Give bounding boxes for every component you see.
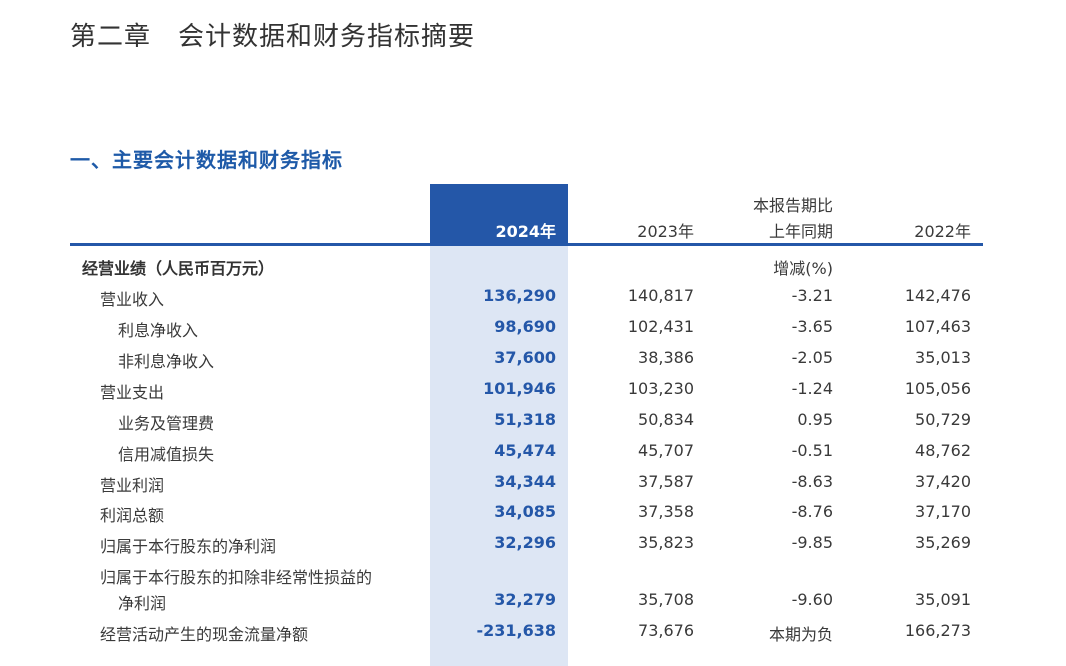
table-row: 净利润 32,279 35,708 -9.60 35,091 [70,590,983,614]
header-2024: 2024年 [495,222,556,241]
cell-change: -3.21 [791,286,833,305]
cell-2024: 51,318 [494,410,556,429]
cell-2023: 37,358 [638,502,694,521]
table-row: 非利息净收入 37,600 38,386 -2.05 35,013 [70,348,983,372]
cell-2024: 101,946 [483,379,556,398]
table-row: 信用减值损失 45,474 45,707 -0.51 48,762 [70,441,983,465]
row-label: 业务及管理费 [118,414,215,433]
cell-2022: 166,273 [904,621,971,640]
table-row: 营业支出 101,946 103,230 -1.24 105,056 [70,379,983,403]
row-label: 经营业绩（人民币百万元） [82,259,275,278]
cell-2024: 32,296 [494,533,556,552]
cell-2022: 107,463 [904,317,971,336]
cell-2023: 35,823 [638,533,694,552]
row-label: 营业利润 [100,476,165,495]
cell-change: -2.05 [791,348,833,367]
cell-2022: 105,056 [904,379,971,398]
cell-2022: 37,420 [915,472,971,491]
cell-2023: 102,431 [627,317,694,336]
row-label: 净利润 [118,594,167,613]
cell-2023: 37,587 [638,472,694,491]
cell-2023: 45,707 [638,441,694,460]
cell-change: -9.60 [791,590,833,609]
cell-2022: 35,091 [915,590,971,609]
cell-2024: -231,638 [476,621,556,640]
table-row: 利润总额 34,085 37,358 -8.76 37,170 [70,502,983,526]
table-row: 经营活动产生的现金流量净额 -231,638 73,676 本期为负 166,2… [70,621,983,645]
row-label: 营业收入 [100,290,165,309]
cell-2022: 35,269 [915,533,971,552]
table-row: 归属于本行股东的净利润 32,296 35,823 -9.85 35,269 [70,533,983,557]
cell-change: -8.63 [791,472,833,491]
cell-2023: 103,230 [627,379,694,398]
cell-2024: 32,279 [494,590,556,609]
cell-change: 本期为负 [768,625,833,644]
cell-2022: 37,170 [915,502,971,521]
cell-2024: 34,085 [494,502,556,521]
row-label: 利润总额 [100,506,165,525]
section-title: 一、主要会计数据和财务指标 [70,148,343,172]
cell-2023: 73,676 [638,621,694,640]
row-label: 经营活动产生的现金流量净额 [100,625,309,644]
table-row: 营业利润 34,344 37,587 -8.63 37,420 [70,472,983,496]
cell-2023: 140,817 [627,286,694,305]
cell-2024: 34,344 [494,472,556,491]
cell-2022: 50,729 [915,410,971,429]
row-label: 非利息净收入 [118,352,215,371]
header-rule [70,243,983,246]
table-row: 利息净收入 98,690 102,431 -3.65 107,463 [70,317,983,341]
header-2023: 2023年 [637,222,694,241]
cell-2024: 136,290 [483,286,556,305]
cell-2023: 50,834 [638,410,694,429]
cell-2023: 35,708 [638,590,694,609]
header-change-line2: 上年同期 [768,222,833,241]
cell-2023: 38,386 [638,348,694,367]
highlight-column-header-bg [430,184,568,244]
cell-change: -3.65 [791,317,833,336]
row-label: 营业支出 [100,383,165,402]
table-row-performance-header: 经营业绩（人民币百万元） 增减(%) [70,255,983,279]
cell-change: -9.85 [791,533,833,552]
cell-change: -0.51 [791,441,833,460]
cell-2024: 45,474 [494,441,556,460]
table-row: 业务及管理费 51,318 50,834 0.95 50,729 [70,410,983,434]
header-change-line1: 本报告期比 [752,196,833,215]
cell-2022: 48,762 [915,441,971,460]
row-label: 信用减值损失 [118,445,215,464]
cell-change: -1.24 [791,379,833,398]
table-row: 营业收入 136,290 140,817 -3.21 142,476 [70,286,983,310]
cell-2022: 35,013 [915,348,971,367]
cell-2024: 98,690 [494,317,556,336]
cell-change: 增减(%) [773,259,833,278]
row-label: 归属于本行股东的净利润 [100,537,277,556]
row-label: 归属于本行股东的扣除非经常性损益的 [100,568,373,587]
cell-change: -8.76 [791,502,833,521]
highlight-column-bg [430,246,568,666]
cell-2024: 37,600 [494,348,556,367]
header-2022: 2022年 [914,222,971,241]
cell-change: 0.95 [797,410,833,429]
chapter-title: 第二章 会计数据和财务指标摘要 [70,22,476,52]
row-label: 利息净收入 [118,321,199,340]
cell-2022: 142,476 [904,286,971,305]
table-row: 归属于本行股东的扣除非经常性损益的 [70,564,983,588]
